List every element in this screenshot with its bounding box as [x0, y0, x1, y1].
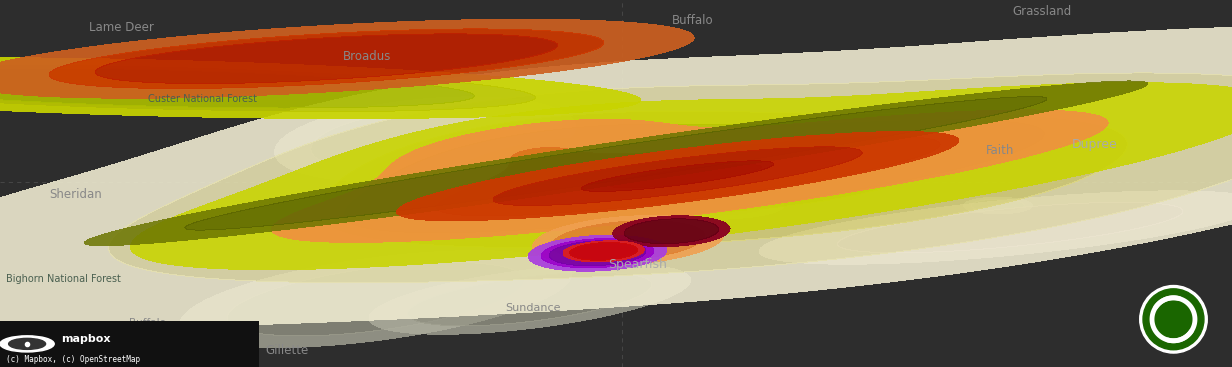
Text: Buffalo: Buffalo — [129, 318, 166, 328]
Text: Dupree: Dupree — [1072, 138, 1117, 152]
Text: Gillette: Gillette — [265, 344, 308, 357]
Text: Faith: Faith — [986, 144, 1014, 157]
Text: Custer National Forest: Custer National Forest — [148, 94, 256, 104]
Circle shape — [1140, 286, 1207, 353]
Text: Grassland: Grassland — [1013, 4, 1072, 18]
Text: Broadus: Broadus — [342, 50, 391, 63]
Text: Bighorn National Forest: Bighorn National Forest — [6, 274, 121, 284]
Circle shape — [9, 338, 46, 349]
Text: Sundance: Sundance — [505, 303, 561, 313]
Text: Buffalo: Buffalo — [671, 14, 713, 27]
Text: Spearfish: Spearfish — [609, 258, 668, 271]
Circle shape — [1143, 289, 1204, 350]
Bar — [0, 321, 259, 367]
Text: (c) Mapbox, (c) OpenStreetMap: (c) Mapbox, (c) OpenStreetMap — [6, 355, 140, 364]
Text: Sheridan: Sheridan — [49, 188, 102, 201]
Text: mapbox: mapbox — [62, 334, 111, 345]
Circle shape — [0, 336, 54, 352]
Text: Lame Deer: Lame Deer — [89, 21, 154, 34]
